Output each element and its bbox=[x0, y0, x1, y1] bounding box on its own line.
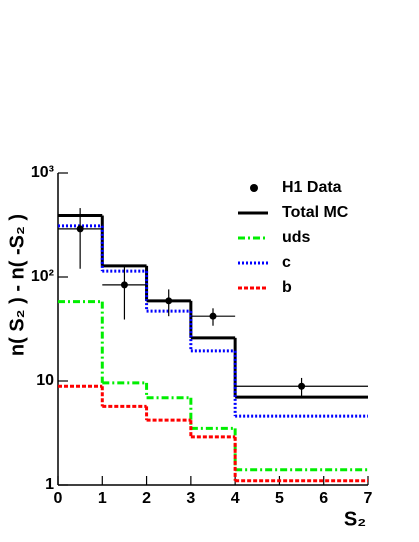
x-tick-label: 4 bbox=[231, 490, 240, 507]
x-tick-label: 2 bbox=[142, 490, 151, 507]
y-tick-label: 10² bbox=[31, 268, 54, 285]
y-axis-label: n( S₂ ) - n( -S₂ ) bbox=[6, 214, 28, 356]
data-point bbox=[76, 225, 84, 233]
legend-label: b bbox=[282, 279, 292, 296]
x-tick-label: 6 bbox=[319, 490, 328, 507]
x-tick-label: 1 bbox=[98, 490, 107, 507]
data-point bbox=[209, 312, 217, 320]
legend-label: Total MC bbox=[282, 204, 349, 221]
y-tick-label: 1 bbox=[45, 476, 54, 493]
y-tick-label: 10 bbox=[36, 372, 54, 389]
x-axis-label: S₂ bbox=[344, 508, 366, 530]
x-tick-label: 0 bbox=[54, 490, 63, 507]
data-point bbox=[165, 297, 173, 305]
legend-marker bbox=[250, 184, 258, 192]
x-tick-label: 7 bbox=[364, 490, 373, 507]
legend-label: uds bbox=[282, 229, 311, 246]
legend-label: H1 Data bbox=[282, 179, 342, 196]
x-tick-label: 3 bbox=[186, 490, 195, 507]
data-point bbox=[120, 281, 128, 289]
x-tick-label: 5 bbox=[275, 490, 284, 507]
legend-label: c bbox=[282, 254, 291, 271]
data-point bbox=[298, 382, 306, 390]
y-tick-label: 10³ bbox=[31, 164, 54, 181]
